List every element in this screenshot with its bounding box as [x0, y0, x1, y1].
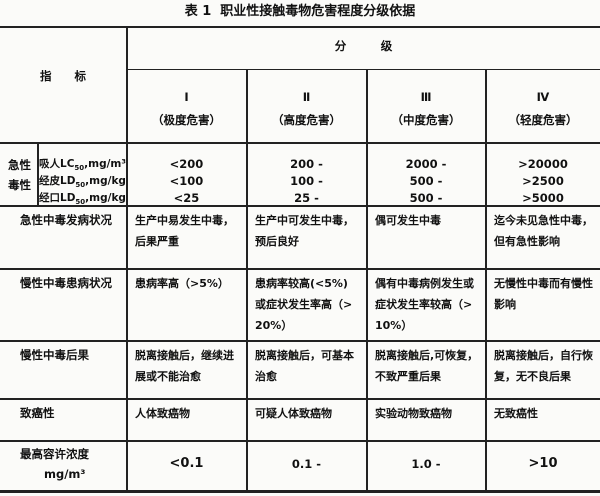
acute-value: 25 - — [294, 191, 319, 205]
row-value: 患病率高（>5%） — [135, 277, 229, 290]
row-label: 致癌性 — [20, 406, 55, 420]
acute-toxicity-label: 毒性 — [8, 178, 31, 192]
rule — [0, 398, 600, 400]
acute-value: 2000 - — [405, 157, 447, 171]
rule — [127, 69, 600, 70]
row-value: 患病率较高(<5%) 或症状发生率高（> 20%） — [255, 277, 353, 332]
row-value: 实验动物致癌物 — [375, 407, 452, 420]
row-label: 急性中毒发病状况 — [20, 213, 112, 227]
rule — [0, 340, 600, 342]
row-value: 脱离接触后，可基本 治愈 — [255, 349, 354, 383]
acute-route-label: 吸人LC50,mg/m³ — [39, 158, 126, 173]
acute-route-label: 经口LD50,mg/kg — [39, 192, 126, 207]
row-value: 偶可发生中毒 — [375, 214, 441, 227]
mac-unit: mg/m³ — [44, 467, 86, 481]
acute-toxicity-label: 急性 — [8, 158, 31, 172]
rule — [0, 26, 600, 28]
acute-value: 500 - — [409, 174, 443, 188]
acute-value: <25 — [173, 191, 200, 205]
level-roman: Ⅲ — [420, 90, 432, 104]
level-roman: Ⅳ — [536, 90, 550, 104]
level-label: （高度危害） — [272, 113, 341, 127]
acute-value: <100 — [169, 174, 204, 188]
row-value: 可疑人体致癌物 — [255, 407, 332, 420]
row-value: 脱离接触后,可恢复， 不致严重后果 — [375, 349, 479, 383]
row-value: 偶有中毒病例发生或 症状发生率较高（> 10%） — [375, 277, 474, 332]
acute-value: >20000 — [518, 157, 568, 171]
rule — [366, 69, 368, 491]
table-title: 表 1 职业性接触毒物危害程度分级依据 — [184, 4, 416, 19]
rule — [0, 490, 600, 493]
mac-value: 1.0 - — [411, 457, 441, 471]
row-value: 无慢性中毒而有慢性 影响 — [494, 277, 593, 311]
row-value: 脱离接触后，自行恢 复，无不良后果 — [494, 349, 593, 383]
rule — [126, 27, 128, 491]
rule — [0, 268, 600, 270]
acute-value: >2500 — [522, 174, 564, 188]
row-value: 迄今未见急性中毒， 但有急性影响 — [494, 214, 593, 248]
mac-value: 0.1 - — [291, 457, 322, 471]
mac-value: <0.1 — [169, 456, 204, 471]
acute-value: <200 — [169, 157, 204, 171]
rule — [485, 69, 487, 491]
rule — [37, 142, 39, 205]
level-label: （中度危害） — [391, 113, 461, 127]
level-label: （极度危害） — [152, 113, 221, 127]
acute-route-label: 经皮LD50,mg/kg — [39, 175, 126, 190]
row-value: 生产中可发生中毒， 预后良好 — [255, 214, 354, 248]
row-value: 无致癌性 — [494, 407, 538, 420]
mac-label: 最高容许浓度 — [20, 447, 89, 461]
rule — [0, 205, 600, 207]
rule — [0, 142, 600, 144]
level-roman: Ⅱ — [302, 90, 311, 104]
row-label: 慢性中毒患病状况 — [20, 276, 112, 290]
row-label: 慢性中毒后果 — [20, 348, 89, 362]
level-label: （轻度危害） — [508, 113, 578, 127]
rule — [0, 440, 600, 442]
acute-value: >5000 — [522, 191, 564, 205]
grading-header: 分 级 — [334, 39, 393, 53]
row-value: 脱离接触后，继续进 展或不能治愈 — [135, 349, 234, 383]
acute-value: 500 - — [409, 191, 443, 205]
mac-value: >10 — [528, 456, 558, 471]
acute-value: 100 - — [290, 174, 323, 188]
row-value: 人体致癌物 — [135, 407, 190, 420]
row-value: 生产中易发生中毒， 后果严重 — [135, 214, 234, 248]
level-roman: Ⅰ — [184, 90, 189, 104]
indicator-header: 指 标 — [40, 69, 86, 83]
acute-value: 200 - — [290, 157, 323, 171]
rule — [246, 69, 248, 491]
